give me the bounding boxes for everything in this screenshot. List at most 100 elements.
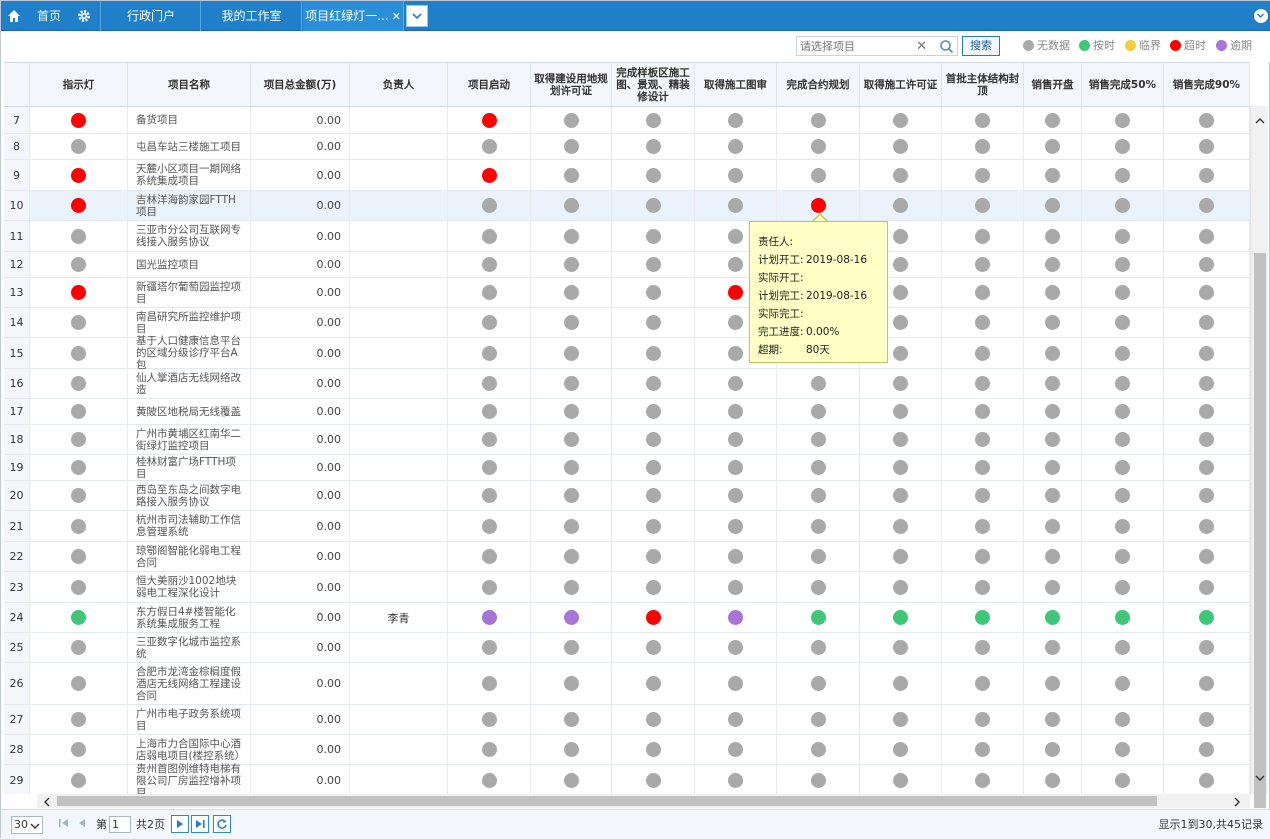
red-light-icon[interactable] <box>645 610 661 625</box>
gray-light-icon[interactable] <box>481 404 497 419</box>
col-total-amount-header[interactable]: 项目总金额(万) <box>251 63 350 107</box>
gear-icon[interactable] <box>77 9 91 23</box>
gray-light-icon[interactable] <box>728 773 743 788</box>
project-search-input[interactable] <box>797 37 915 55</box>
milestone-cell[interactable] <box>448 252 531 277</box>
milestone-cell[interactable] <box>612 735 695 764</box>
col-structure-capping-header[interactable]: 首批主体结构封顶 <box>942 63 1024 107</box>
project-name-cell[interactable]: 杭州市司法辅助工作信息管理系统 <box>128 511 251 541</box>
milestone-cell[interactable] <box>695 134 777 159</box>
milestone-cell[interactable] <box>1082 663 1164 704</box>
project-name-cell[interactable]: 屯昌车站三楼施工项目 <box>128 134 251 159</box>
milestone-cell[interactable] <box>777 511 860 541</box>
milestone-cell[interactable] <box>612 455 695 480</box>
table-row[interactable]: 11 三亚市分公司互联网专线接入服务协议 0.00 <box>4 221 1250 252</box>
gray-light-icon[interactable] <box>810 518 826 534</box>
red-light-icon[interactable] <box>481 112 497 128</box>
gray-light-icon[interactable] <box>563 112 579 128</box>
gray-light-icon[interactable] <box>810 139 826 154</box>
gray-light-icon[interactable] <box>563 345 579 361</box>
gray-light-icon[interactable] <box>1045 432 1060 447</box>
gray-light-icon[interactable] <box>975 742 990 757</box>
milestone-cell[interactable] <box>777 663 860 704</box>
purple-light-icon[interactable] <box>563 610 579 625</box>
gray-light-icon[interactable] <box>563 518 579 534</box>
gray-light-icon[interactable] <box>481 139 497 154</box>
gray-light-icon[interactable] <box>810 549 826 564</box>
milestone-cell[interactable] <box>531 221 612 251</box>
gray-light-icon[interactable] <box>481 579 497 595</box>
gray-light-icon[interactable] <box>1115 640 1130 655</box>
milestone-cell[interactable] <box>1164 221 1250 251</box>
milestone-cell[interactable] <box>1164 278 1250 307</box>
milestone-cell[interactable] <box>448 425 531 454</box>
gray-light-icon[interactable] <box>1115 676 1130 691</box>
table-row[interactable]: 9 天麓小区项目一期网络系统集成项目 0.00 <box>4 160 1250 191</box>
search-icon[interactable] <box>939 39 954 54</box>
gray-light-icon[interactable] <box>1115 112 1130 128</box>
milestone-cell[interactable] <box>612 134 695 159</box>
gray-light-icon[interactable] <box>810 460 826 475</box>
gray-light-icon[interactable] <box>1045 712 1060 727</box>
gray-light-icon[interactable] <box>1045 345 1060 361</box>
tab-dropdown-button[interactable] <box>406 5 428 27</box>
milestone-cell[interactable] <box>1082 425 1164 454</box>
gray-light-icon[interactable] <box>893 676 908 691</box>
milestone-cell[interactable] <box>612 633 695 662</box>
gray-light-icon[interactable] <box>728 376 743 391</box>
gray-light-icon[interactable] <box>1199 257 1214 272</box>
gray-light-icon[interactable] <box>1199 139 1214 154</box>
milestone-cell[interactable] <box>860 369 942 398</box>
gray-light-icon[interactable] <box>893 315 908 330</box>
gray-light-icon[interactable] <box>481 432 497 447</box>
green-light-icon[interactable] <box>893 610 908 625</box>
green-light-icon[interactable] <box>1115 610 1130 625</box>
gray-light-icon[interactable] <box>1115 315 1130 330</box>
gray-light-icon[interactable] <box>481 345 497 361</box>
milestone-cell[interactable] <box>1164 603 1250 632</box>
milestone-cell[interactable] <box>695 705 777 734</box>
gray-light-icon[interactable] <box>975 285 990 300</box>
col-land-permit-header[interactable]: 取得建设用地规划许可证 <box>531 63 612 107</box>
milestone-cell[interactable] <box>531 663 612 704</box>
current-page-input[interactable]: 1 <box>109 816 131 833</box>
gray-light-icon[interactable] <box>1115 742 1130 757</box>
gray-light-icon[interactable] <box>810 742 826 757</box>
gray-light-icon[interactable] <box>1199 549 1214 564</box>
gray-light-icon[interactable] <box>893 345 908 361</box>
milestone-cell[interactable] <box>448 603 531 632</box>
gray-light-icon[interactable] <box>810 167 826 183</box>
milestone-cell[interactable] <box>942 765 1024 794</box>
gray-light-icon[interactable] <box>563 579 579 595</box>
milestone-cell[interactable] <box>1082 107 1164 133</box>
gray-light-icon[interactable] <box>975 228 990 244</box>
milestone-cell[interactable] <box>942 191 1024 220</box>
gray-light-icon[interactable] <box>975 345 990 361</box>
milestone-cell[interactable] <box>942 399 1024 424</box>
milestone-cell[interactable] <box>695 107 777 133</box>
milestone-cell[interactable] <box>1024 369 1082 398</box>
gray-light-icon[interactable] <box>563 742 579 757</box>
milestone-cell[interactable] <box>777 134 860 159</box>
gray-light-icon[interactable] <box>563 773 579 788</box>
gray-light-icon[interactable] <box>481 376 497 391</box>
milestone-cell[interactable] <box>942 278 1024 307</box>
milestone-cell[interactable] <box>1024 425 1082 454</box>
milestone-cell[interactable] <box>1024 663 1082 704</box>
milestone-cell[interactable] <box>942 705 1024 734</box>
purple-light-icon[interactable] <box>728 610 743 625</box>
table-row[interactable]: 18 广州市黄埔区红南华二街绿灯监控项目 0.00 <box>4 425 1250 455</box>
gray-light-icon[interactable] <box>1045 488 1060 503</box>
table-row[interactable]: 22 琼鄂阁智能化弱电工程合同 0.00 <box>4 542 1250 572</box>
gray-light-icon[interactable] <box>975 676 990 691</box>
gray-light-icon[interactable] <box>1045 167 1060 183</box>
table-row[interactable]: 16 仙人掌酒店无线网络改造 0.00 <box>4 369 1250 399</box>
milestone-cell[interactable] <box>1164 765 1250 794</box>
milestone-cell[interactable] <box>448 399 531 424</box>
gray-light-icon[interactable] <box>1115 285 1130 300</box>
gray-light-icon[interactable] <box>1115 518 1130 534</box>
milestone-cell[interactable] <box>860 160 942 190</box>
project-name-cell[interactable]: 琼鄂阁智能化弱电工程合同 <box>128 542 251 571</box>
gray-light-icon[interactable] <box>1045 376 1060 391</box>
milestone-cell[interactable] <box>860 663 942 704</box>
